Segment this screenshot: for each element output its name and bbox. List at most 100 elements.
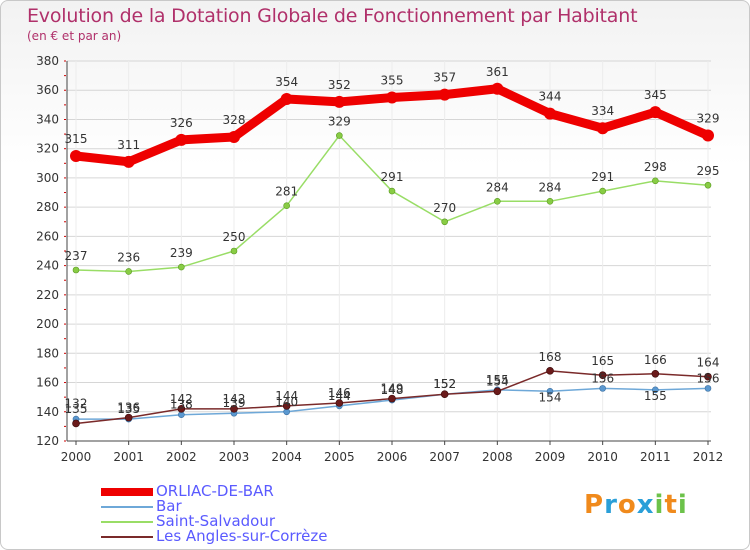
data-point [333,95,346,108]
data-point [230,247,238,255]
y-tick-label: 360 [36,83,59,97]
x-tick-label: 2009 [535,450,566,464]
data-point [544,107,556,120]
data-label: 295 [697,164,720,178]
data-label: 142 [170,392,193,406]
data-point [596,122,609,135]
y-tick-label: 140 [36,405,59,419]
y-tick-label: 320 [36,142,59,156]
data-label: 344 [539,90,562,104]
chart-subtitle: (en € et par an) [27,29,122,43]
logo-letter: r [604,490,618,520]
data-point [124,413,133,422]
data-label: 132 [65,396,88,410]
data-point [388,394,396,403]
y-tick-label: 160 [36,376,59,390]
y-tick-label: 120 [36,434,59,448]
data-label: 165 [591,354,614,368]
data-point [125,268,132,275]
data-point [704,385,712,392]
data-label: 139 [223,396,246,410]
data-point [649,106,662,119]
data-point [72,266,80,274]
data-label: 250 [223,230,246,244]
data-point [702,129,714,142]
data-label: 284 [539,180,562,194]
y-tick-label: 260 [36,229,59,243]
data-point [652,177,659,185]
data-label: 357 [433,71,456,85]
data-point [230,405,238,413]
data-label: 315 [65,132,88,146]
data-label: 146 [328,386,351,400]
x-tick-label: 2008 [482,450,513,464]
data-label: 135 [65,402,88,416]
data-point [336,132,343,139]
logo-letter: P [584,490,605,520]
data-label: 144 [328,389,351,403]
data-label: 142 [223,392,246,406]
data-point [491,82,504,95]
data-label: 329 [697,112,720,126]
data-point [175,133,188,146]
data-label: 291 [591,170,614,184]
x-tick-label: 2012 [693,450,724,464]
data-point [122,155,135,168]
data-label: 156 [697,371,720,385]
data-point [280,93,293,105]
data-point [493,387,502,396]
data-point [599,385,606,392]
data-point [599,187,606,195]
data-label: 328 [223,113,246,127]
data-label: 237 [65,249,88,263]
data-point [651,369,660,378]
proxiti-logo: Proxiti [584,490,688,520]
data-label: 155 [486,373,509,387]
data-label: 136 [117,401,140,415]
data-point [72,419,80,428]
y-tick-label: 220 [36,288,59,302]
data-label: 148 [381,383,404,397]
x-tick-label: 2001 [113,450,144,464]
data-point [178,263,185,271]
data-label: 144 [275,389,298,403]
data-label: 239 [170,246,193,260]
data-label: 154 [539,390,562,404]
data-label: 236 [117,250,140,264]
legend-swatch-orliac [101,488,153,496]
data-point [388,187,396,195]
chart-title: Evolution de la Dotation Globale de Fonc… [27,5,638,27]
logo-letter: i [677,490,688,520]
data-point [704,372,712,381]
data-label: 361 [486,65,509,79]
data-point [546,198,554,205]
x-tick-label: 2000 [61,450,92,464]
legend-label-bar: Bar [156,497,182,515]
data-label: 326 [170,116,193,130]
data-label: 149 [381,382,404,396]
data-label: 155 [644,389,667,403]
y-tick-label: 300 [36,171,59,185]
data-point [494,198,501,205]
data-point [441,218,448,226]
data-label: 311 [117,138,140,152]
x-tick-label: 2010 [587,450,618,464]
logo-letter: x [636,490,655,520]
logo-letter: o [617,490,637,520]
y-tick-label: 180 [36,346,59,360]
data-point [652,386,659,394]
x-tick-label: 2004 [271,450,302,464]
data-label: 291 [381,170,404,184]
data-label: 298 [644,160,667,174]
x-tick-label: 2007 [429,450,460,464]
data-point [228,131,240,143]
data-label: 156 [591,371,614,385]
legend-swatch-bar [101,506,153,508]
data-label: 154 [486,374,509,388]
y-tick-label: 200 [36,317,59,331]
data-point [177,405,186,413]
x-tick-label: 2003 [219,450,250,464]
data-label: 140 [275,395,298,409]
data-label: 135 [117,402,140,416]
